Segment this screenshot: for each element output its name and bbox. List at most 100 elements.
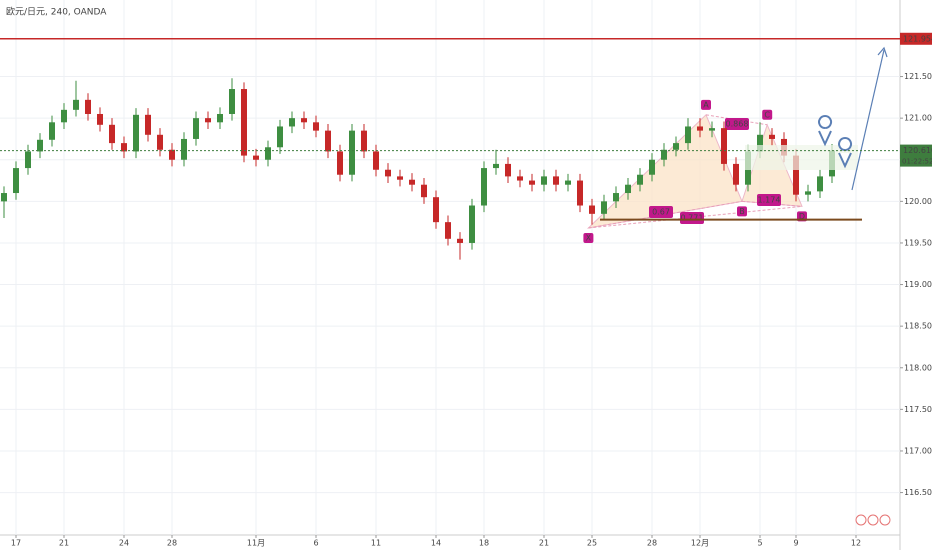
candle-body — [613, 193, 619, 202]
target-zone — [745, 145, 858, 170]
candle-body — [61, 109, 67, 123]
candle-body — [337, 151, 343, 175]
ratio-box — [680, 212, 704, 224]
candle-body — [205, 118, 211, 123]
ratio-label: 0.67 — [652, 208, 670, 217]
x-tick-label: 6 — [313, 539, 318, 548]
candle-body — [409, 179, 415, 185]
x-tick-label: 18 — [479, 539, 489, 548]
candle-body — [709, 128, 715, 131]
candle-body — [577, 180, 583, 206]
countdown: 01:22:52 — [902, 158, 932, 166]
candle-body — [73, 99, 79, 110]
candle-body — [421, 184, 427, 198]
candle-body — [541, 176, 547, 185]
candle-body — [757, 134, 763, 152]
pattern-point-label: D — [799, 212, 805, 221]
candle-body — [37, 139, 43, 152]
candle-body — [457, 238, 463, 243]
pattern-point-box — [762, 109, 773, 120]
candle-body — [793, 155, 799, 195]
candle-body — [733, 163, 739, 185]
candle-body — [241, 89, 247, 156]
y-tick-label: 116.500 — [904, 488, 932, 497]
candle-body — [13, 168, 19, 194]
ratio-label: 1.174 — [758, 196, 781, 205]
candle-body — [349, 130, 355, 175]
ratio-box — [725, 118, 749, 130]
candle-body — [805, 191, 811, 195]
y-tick-label: 118.500 — [904, 322, 932, 331]
candle-body — [289, 118, 295, 127]
candle-body — [493, 163, 499, 169]
candle-body — [169, 149, 175, 160]
x-tick-label: 24 — [119, 539, 129, 548]
icon — [855, 514, 867, 526]
icon — [879, 514, 891, 526]
candle-body — [625, 184, 631, 194]
x-tick-label: 28 — [647, 539, 657, 548]
x-tick-label: 12月 — [691, 539, 709, 548]
candle-body — [565, 180, 571, 185]
x-tick-label: 25 — [587, 539, 597, 548]
x-tick-label: 17 — [11, 539, 21, 548]
icon — [867, 514, 879, 526]
candle-body — [49, 122, 55, 140]
candle-body — [277, 126, 283, 148]
y-tick-label: 121.500 — [904, 72, 932, 81]
pattern-point-label: A — [703, 100, 709, 109]
x-tick-label: 5 — [757, 539, 762, 548]
x-tick-label: 28 — [167, 539, 177, 548]
candle-body — [649, 159, 655, 175]
candle-body — [1, 193, 7, 202]
price-label-box — [900, 144, 932, 167]
ratio-label: 0.771 — [681, 214, 704, 223]
pin-icon[interactable] — [838, 137, 853, 169]
y-tick-label: 118.000 — [904, 363, 932, 372]
y-tick-label: 120.000 — [904, 197, 932, 206]
pattern-point-box — [583, 232, 594, 243]
candle-body — [589, 205, 595, 214]
candle-body — [517, 176, 523, 181]
candle-body — [181, 138, 187, 160]
candle-body — [229, 89, 235, 114]
candle-body — [157, 134, 163, 150]
candle-body — [721, 128, 727, 164]
candle-body — [685, 126, 691, 144]
candle-body — [553, 176, 559, 185]
candle-body — [433, 197, 439, 223]
projection-line — [851, 49, 885, 191]
ratio-box — [649, 206, 673, 218]
candle-body — [505, 163, 511, 177]
candle-body — [85, 99, 91, 114]
candle-body — [265, 147, 271, 160]
projection-arrow — [877, 46, 888, 58]
price-label-box — [900, 32, 932, 45]
x-tick-label: 12 — [851, 539, 861, 548]
overlays — [0, 38, 900, 526]
candle-body — [697, 126, 703, 131]
candle-body — [301, 118, 307, 123]
pattern-point-box — [701, 99, 711, 110]
candle-body — [445, 222, 451, 239]
last-price-label: 120.610 — [903, 146, 932, 155]
candle-body — [817, 176, 823, 192]
axes: 116.500 117.000 117.500 118.000 118.500 119.0… — [11, 32, 932, 548]
candle-body — [97, 113, 103, 125]
candle-body — [25, 151, 31, 169]
candle-body — [361, 130, 367, 152]
candle-body — [217, 113, 223, 123]
symbol-title: 欧元/日元, 240, OANDA — [6, 6, 107, 18]
pattern-point-label: B — [739, 207, 745, 216]
x-tick-label: 9 — [793, 539, 798, 548]
pattern-point-box — [737, 206, 747, 217]
candle-body — [145, 114, 151, 135]
pattern-point-label: C — [764, 110, 770, 119]
candle-body — [193, 118, 199, 139]
candle-body — [121, 143, 127, 152]
ratio-box — [757, 194, 781, 206]
x-tick-label: 21 — [539, 539, 549, 548]
pin-icon[interactable] — [818, 115, 833, 147]
candle-body — [373, 151, 379, 170]
